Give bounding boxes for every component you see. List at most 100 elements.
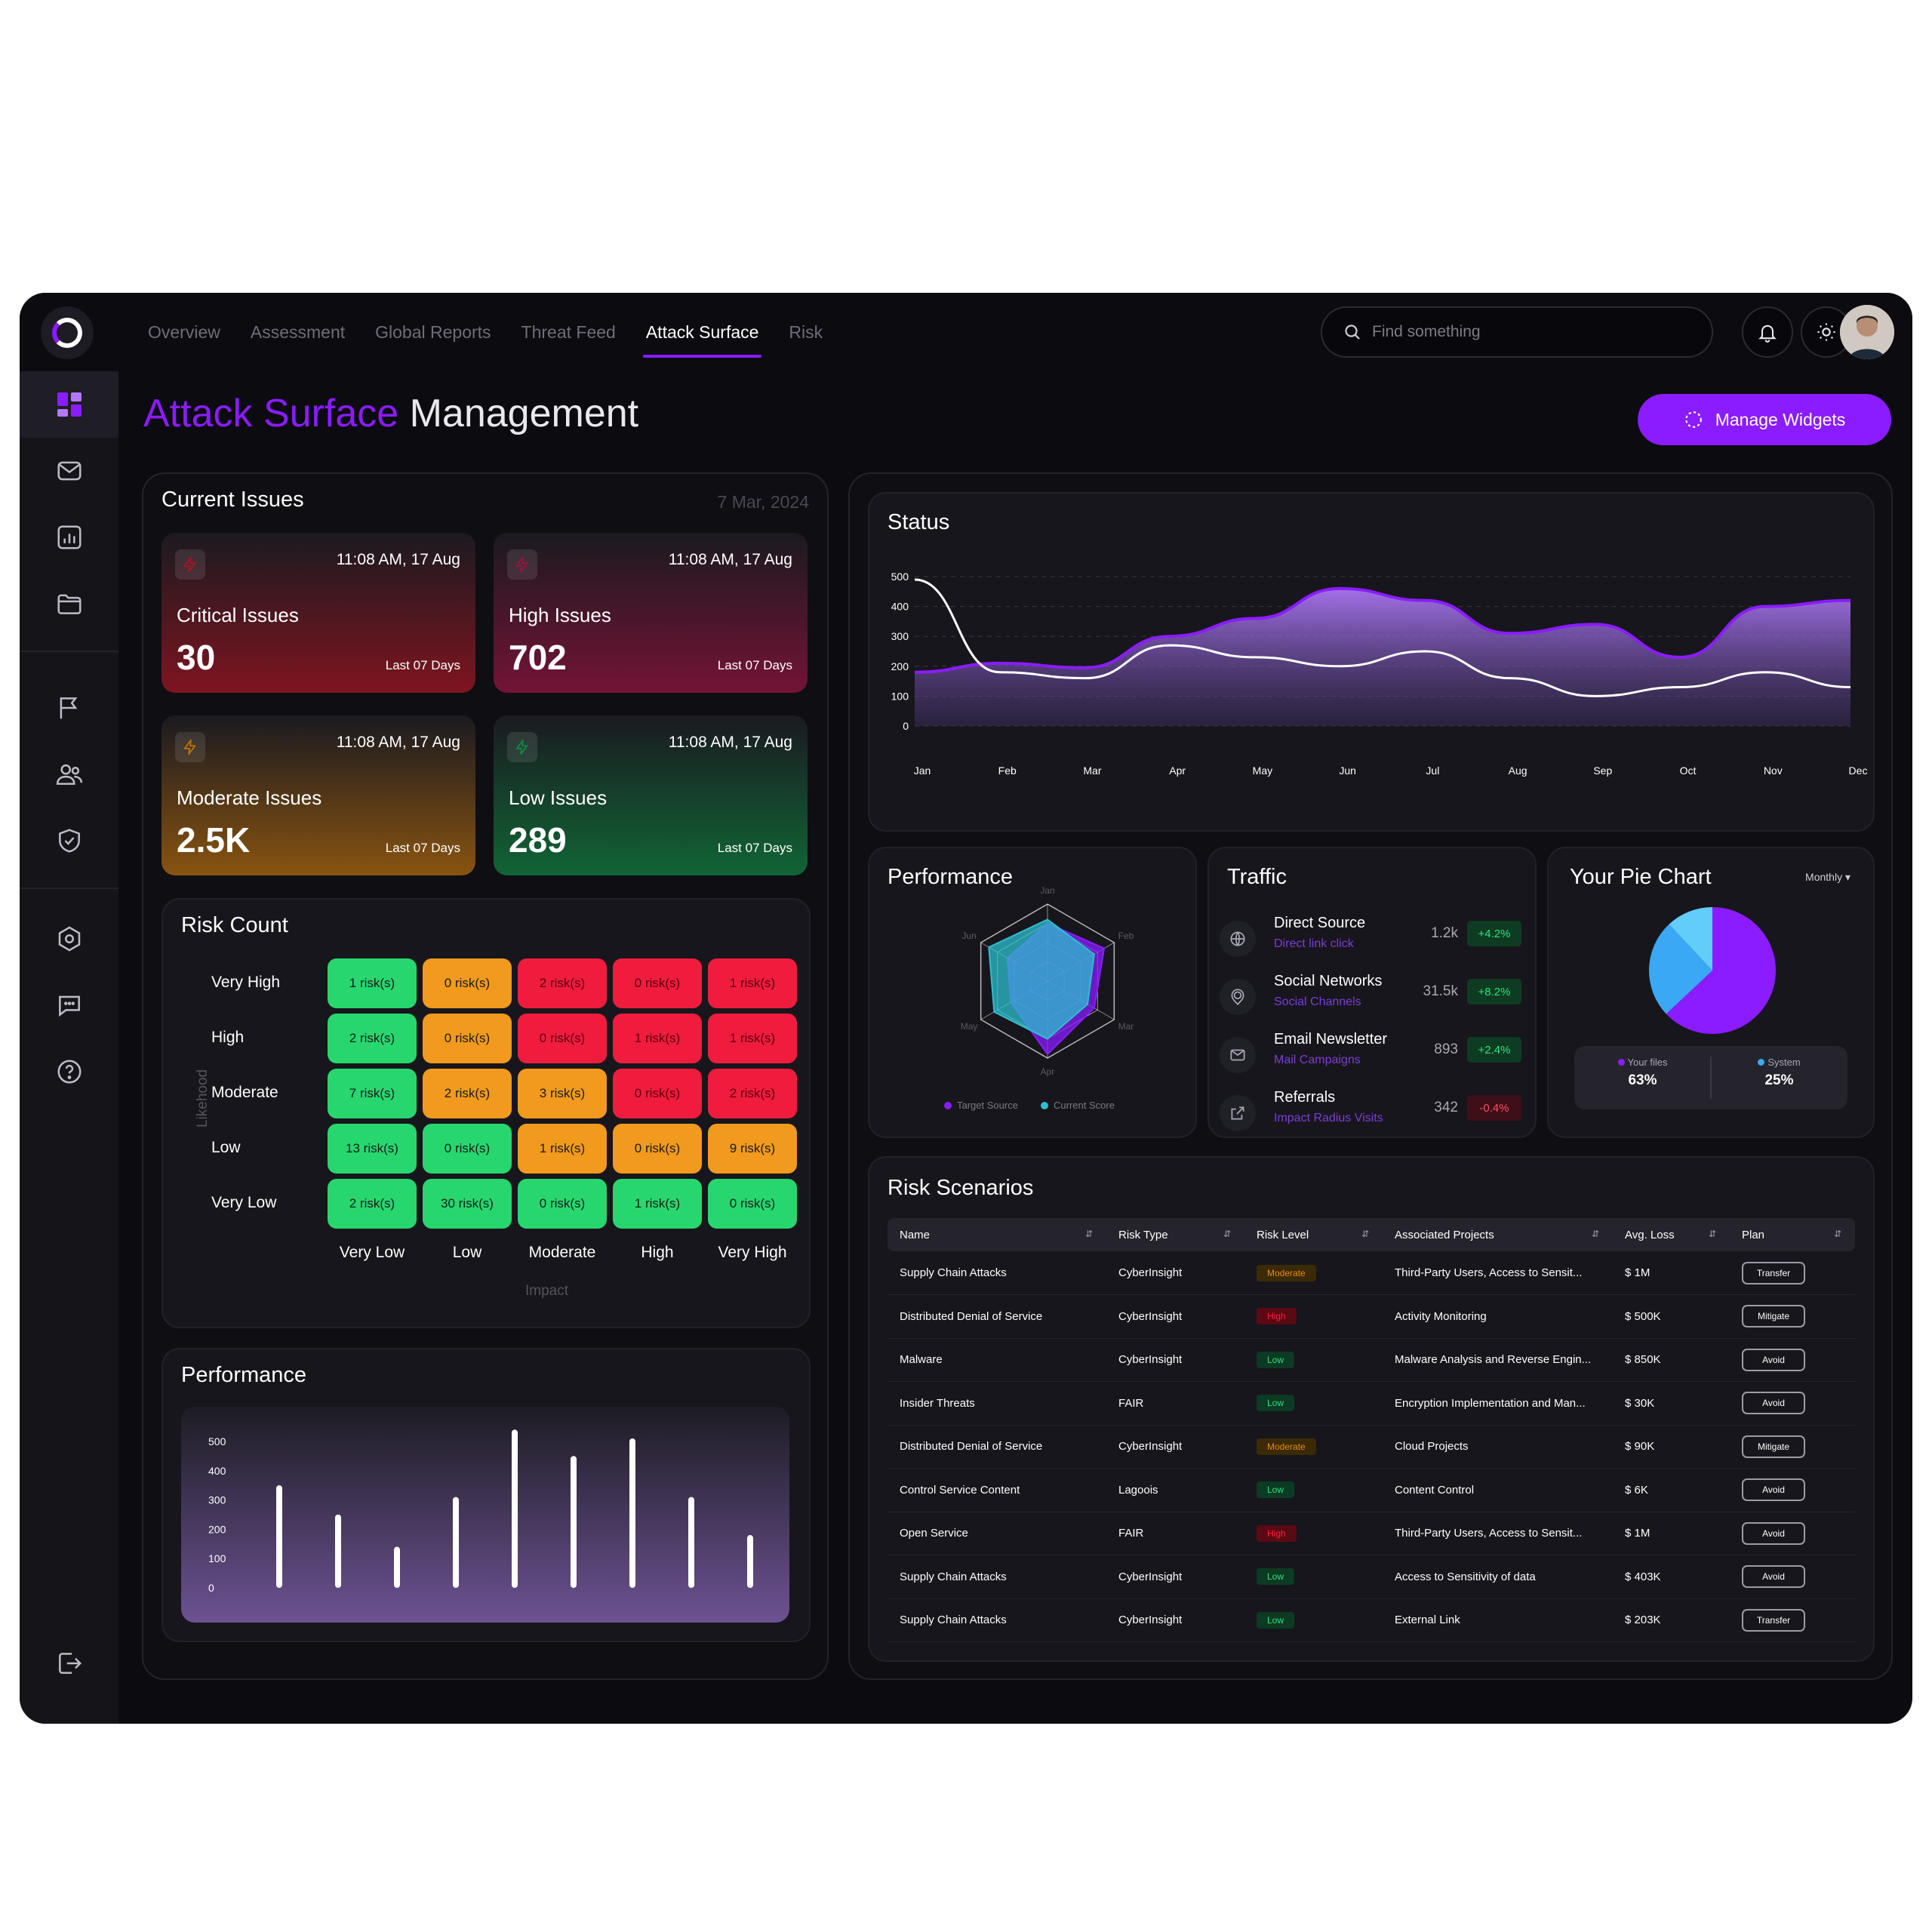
table-row[interactable]: Malware CyberInsight Low Malware Analysis a…	[888, 1338, 1855, 1382]
plan-button[interactable]: Avoid	[1742, 1392, 1805, 1415]
sidebar-item-security[interactable]	[20, 808, 118, 874]
risk-cell[interactable]: 1 risk(s)	[518, 1124, 607, 1174]
sidebar-item-settings[interactable]	[20, 906, 118, 972]
tab-threat-feed[interactable]: Threat Feed	[521, 322, 616, 342]
risk-cell[interactable]: 1 risk(s)	[708, 1014, 797, 1063]
sort-icon[interactable]: ⇵	[1708, 1228, 1716, 1239]
risk-cell[interactable]: 0 risk(s)	[613, 1124, 702, 1174]
plan-button[interactable]: Avoid	[1742, 1478, 1805, 1502]
x-tick-label: Mar	[1083, 764, 1101, 777]
plan-button[interactable]: Mitigate	[1742, 1435, 1805, 1458]
plan-button[interactable]: Avoid	[1742, 1565, 1805, 1589]
table-row[interactable]: Supply Chain Attacks CyberInsight Low Exter…	[888, 1598, 1855, 1642]
tab-overview[interactable]: Overview	[148, 322, 220, 342]
traffic-row-email-newsletter[interactable]: Email Newsletter Mail Campaigns 893 +2.4%	[1220, 1031, 1521, 1082]
table-row[interactable]: Distributed Denial of Service CyberInsigh…	[888, 1425, 1855, 1469]
traffic-title: Traffic	[1227, 865, 1287, 889]
risk-cell[interactable]: 2 risk(s)	[328, 1179, 417, 1229]
search-box[interactable]	[1321, 306, 1713, 358]
sidebar-item-logout[interactable]	[20, 1630, 118, 1697]
column-header-avg-loss[interactable]: Avg. Loss ⇵	[1613, 1218, 1730, 1251]
issue-card-critical-issues[interactable]: 11:08 AM, 17 Aug Critical Issues 30 Last 07…	[162, 533, 475, 693]
column-header-name[interactable]: Name ⇵	[888, 1218, 1106, 1251]
legend-dot	[944, 1102, 952, 1109]
risk-cell[interactable]: 0 risk(s)	[423, 958, 512, 1008]
issue-card-low-issues[interactable]: 11:08 AM, 17 Aug Low Issues 289 Last 07 Day…	[494, 715, 808, 875]
column-header-risk-level[interactable]: Risk Level ⇵	[1244, 1218, 1383, 1251]
app-logo[interactable]	[41, 306, 94, 359]
notifications-button[interactable]	[1742, 306, 1793, 358]
risk-cell[interactable]: 3 risk(s)	[518, 1069, 607, 1118]
table-row[interactable]: Supply Chain Attacks CyberInsight Low Acces…	[888, 1555, 1855, 1599]
sort-icon[interactable]: ⇵	[1223, 1228, 1231, 1239]
risk-cell[interactable]: 0 risk(s)	[708, 1179, 797, 1229]
risk-cell[interactable]: 13 risk(s)	[328, 1124, 417, 1174]
sidebar-item-users[interactable]	[20, 741, 118, 808]
risk-cell[interactable]: 2 risk(s)	[518, 958, 607, 1008]
risk-cell[interactable]: 1 risk(s)	[708, 958, 797, 1008]
table-row[interactable]: Supply Chain Attacks CyberInsight Moderate…	[888, 1251, 1855, 1295]
traffic-change-badge: +8.2%	[1467, 979, 1521, 1004]
traffic-row-direct-source[interactable]: Direct Source Direct link click 1.2k +4.2%	[1220, 915, 1521, 966]
risk-cell[interactable]: 30 risk(s)	[423, 1179, 512, 1229]
risk-cell[interactable]: 1 risk(s)	[613, 1179, 702, 1229]
tab-assessment[interactable]: Assessment	[250, 322, 346, 342]
risk-cell[interactable]: 2 risk(s)	[708, 1069, 797, 1118]
sidebar-item-dashboard[interactable]	[20, 371, 118, 438]
sidebar-item-analytics[interactable]	[20, 504, 118, 571]
sidebar-item-reports[interactable]	[20, 675, 118, 741]
column-header-risk-type[interactable]: Risk Type ⇵	[1106, 1218, 1244, 1251]
pie-legend: Your files 63% System 25%	[1574, 1046, 1847, 1109]
traffic-row-referrals[interactable]: Referrals Impact Radius Visits 342 -0.4%	[1220, 1089, 1521, 1140]
risk-cell[interactable]: 0 risk(s)	[423, 1014, 512, 1063]
manage-widgets-button[interactable]: Manage Widgets	[1638, 394, 1891, 445]
risk-cell[interactable]: 7 risk(s)	[328, 1069, 417, 1118]
issue-card-high-issues[interactable]: 11:08 AM, 17 Aug High Issues 702 Last 07 Da…	[494, 533, 808, 693]
issue-card-moderate-issues[interactable]: 11:08 AM, 17 Aug Moderate Issues 2.5K Last …	[162, 715, 475, 875]
sidebar-item-files[interactable]	[20, 571, 118, 637]
risk-cell[interactable]: 2 risk(s)	[328, 1014, 417, 1063]
tab-risk[interactable]: Risk	[789, 322, 823, 342]
risk-cell[interactable]: 0 risk(s)	[518, 1179, 607, 1229]
risk-cell[interactable]: 0 risk(s)	[613, 958, 702, 1008]
sidebar-item-messages[interactable]	[20, 972, 118, 1038]
sort-icon[interactable]: ⇵	[1591, 1228, 1599, 1239]
risk-cell[interactable]: 9 risk(s)	[708, 1124, 797, 1174]
risk-cell[interactable]: 0 risk(s)	[423, 1124, 512, 1174]
sidebar-item-mail[interactable]	[20, 438, 118, 504]
pie-legend-label: System	[1767, 1057, 1801, 1068]
tab-attack-surface[interactable]: Attack Surface	[642, 293, 761, 371]
plan-button[interactable]: Transfer	[1742, 1261, 1805, 1284]
risk-cell[interactable]: 0 risk(s)	[613, 1069, 702, 1118]
column-header-plan[interactable]: Plan ⇵	[1730, 1218, 1855, 1251]
risk-cell[interactable]: 0 risk(s)	[518, 1014, 607, 1063]
sort-icon[interactable]: ⇵	[1833, 1228, 1841, 1239]
user-avatar[interactable]	[1840, 305, 1894, 359]
sidebar-item-help[interactable]	[20, 1038, 118, 1105]
risk-cell[interactable]: 1 risk(s)	[613, 1014, 702, 1063]
pie-slice[interactable]	[1649, 924, 1712, 1014]
likelihood-axis-label: Likehood	[195, 1069, 211, 1128]
table-row[interactable]: Distributed Denial of Service CyberInsigh…	[888, 1294, 1855, 1339]
traffic-row-social-networks[interactable]: Social Networks Social Channels 31.5k +8.2%	[1220, 973, 1521, 1024]
plan-button[interactable]: Transfer	[1742, 1608, 1805, 1632]
legend-dot	[1041, 1102, 1048, 1109]
search-input[interactable]	[1372, 323, 1689, 341]
cell-text: Control Service Content	[900, 1483, 1020, 1497]
sort-icon[interactable]: ⇵	[1361, 1228, 1369, 1239]
table-row[interactable]: Insider Threats FAIR Low Encryption Impleme…	[888, 1381, 1855, 1426]
column-header-associated-projects[interactable]: Associated Projects ⇵	[1383, 1218, 1613, 1251]
pie-period-select[interactable]: Monthly ▾	[1805, 871, 1850, 884]
sort-icon[interactable]: ⇵	[1084, 1228, 1093, 1239]
cell-text: CyberInsight	[1118, 1266, 1183, 1279]
tab-global-reports[interactable]: Global Reports	[375, 322, 491, 342]
plan-button[interactable]: Avoid	[1742, 1521, 1805, 1545]
risk-cell[interactable]: 2 risk(s)	[423, 1069, 512, 1118]
table-row[interactable]: Open Service FAIR High Third-Party Users, A…	[888, 1512, 1855, 1555]
pie-slice[interactable]	[1669, 907, 1712, 971]
table-row[interactable]: Control Service Content Lagoois Low Content…	[888, 1468, 1855, 1512]
risk-cell[interactable]: 1 risk(s)	[328, 958, 417, 1008]
plan-button[interactable]: Avoid	[1742, 1348, 1805, 1371]
pie-slice[interactable]	[1666, 907, 1776, 1034]
plan-button[interactable]: Mitigate	[1742, 1305, 1805, 1328]
